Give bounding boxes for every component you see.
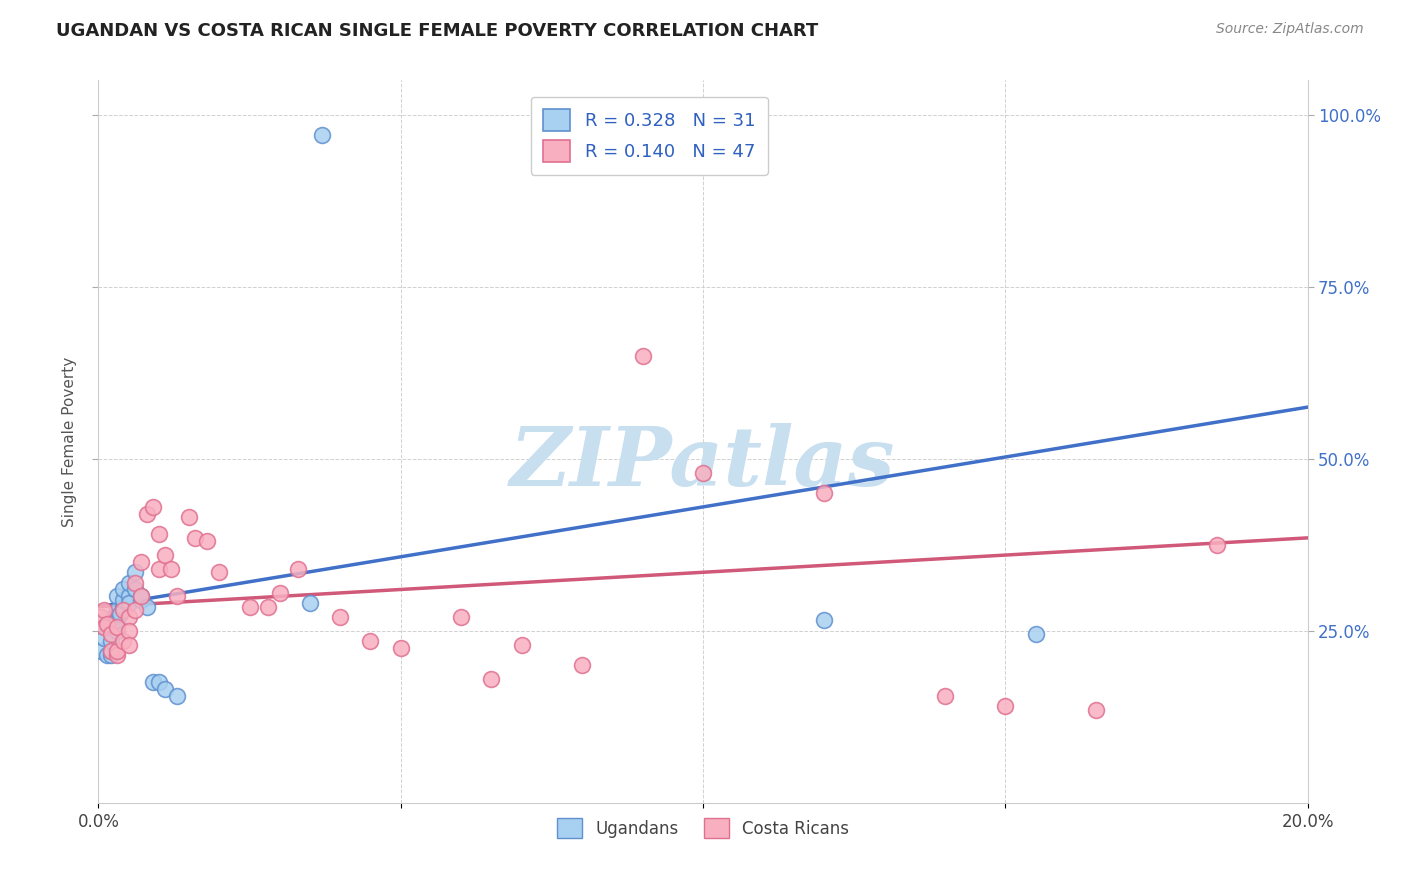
Point	[93, 631, 115, 645]
Point	[360, 634, 382, 648]
Point	[142, 675, 165, 690]
Point	[631, 349, 654, 363]
Point	[129, 590, 152, 604]
Text: UGANDAN VS COSTA RICAN SINGLE FEMALE POVERTY CORRELATION CHART: UGANDAN VS COSTA RICAN SINGLE FEMALE POV…	[56, 22, 818, 40]
Point	[111, 582, 134, 597]
Point	[124, 603, 146, 617]
Point	[208, 566, 231, 580]
Point	[299, 596, 322, 610]
Point	[105, 614, 128, 628]
Point	[166, 590, 188, 604]
Point	[179, 510, 201, 524]
Point	[934, 689, 956, 703]
Point	[100, 644, 122, 658]
Point	[100, 648, 122, 662]
Point	[118, 590, 141, 604]
Point	[269, 586, 291, 600]
Point	[100, 634, 122, 648]
Point	[103, 610, 125, 624]
Point	[96, 648, 118, 662]
Legend: Ugandans, Costa Ricans: Ugandans, Costa Ricans	[550, 812, 856, 845]
Point	[510, 638, 533, 652]
Point	[93, 620, 115, 634]
Point	[256, 599, 278, 614]
Point	[239, 599, 262, 614]
Point	[129, 590, 152, 604]
Point	[118, 596, 141, 610]
Point	[105, 644, 128, 658]
Point	[105, 624, 128, 638]
Point	[124, 566, 146, 580]
Point	[813, 614, 835, 628]
Point	[311, 128, 333, 143]
Point	[389, 640, 412, 655]
Text: ZIPatlas: ZIPatlas	[510, 423, 896, 503]
Point	[118, 610, 141, 624]
Point	[148, 527, 170, 541]
Point	[329, 610, 352, 624]
Point	[105, 603, 128, 617]
Point	[111, 592, 134, 607]
Point	[153, 682, 176, 697]
Point	[148, 562, 170, 576]
Y-axis label: Single Female Poverty: Single Female Poverty	[62, 357, 77, 526]
Point	[100, 644, 122, 658]
Point	[111, 603, 134, 617]
Point	[105, 620, 128, 634]
Point	[153, 548, 176, 562]
Point	[287, 562, 309, 576]
Point	[1085, 703, 1108, 717]
Point	[118, 638, 141, 652]
Point	[1206, 538, 1229, 552]
Point	[111, 599, 134, 614]
Point	[90, 610, 112, 624]
Point	[166, 689, 188, 703]
Point	[1024, 627, 1046, 641]
Point	[195, 534, 218, 549]
Point	[108, 607, 131, 621]
Point	[571, 658, 593, 673]
Point	[105, 590, 128, 604]
Point	[692, 466, 714, 480]
Point	[135, 599, 157, 614]
Point	[129, 555, 152, 569]
Point	[124, 582, 146, 597]
Point	[118, 575, 141, 590]
Point	[160, 562, 183, 576]
Point	[184, 531, 207, 545]
Point	[93, 603, 115, 617]
Point	[994, 699, 1017, 714]
Point	[111, 634, 134, 648]
Point	[100, 627, 122, 641]
Point	[129, 592, 152, 607]
Point	[90, 644, 112, 658]
Point	[105, 648, 128, 662]
Text: Source: ZipAtlas.com: Source: ZipAtlas.com	[1216, 22, 1364, 37]
Point	[481, 672, 503, 686]
Point	[96, 616, 118, 631]
Point	[93, 620, 115, 634]
Point	[135, 507, 157, 521]
Point	[450, 610, 472, 624]
Point	[118, 624, 141, 638]
Point	[813, 486, 835, 500]
Point	[124, 575, 146, 590]
Point	[142, 500, 165, 514]
Point	[148, 675, 170, 690]
